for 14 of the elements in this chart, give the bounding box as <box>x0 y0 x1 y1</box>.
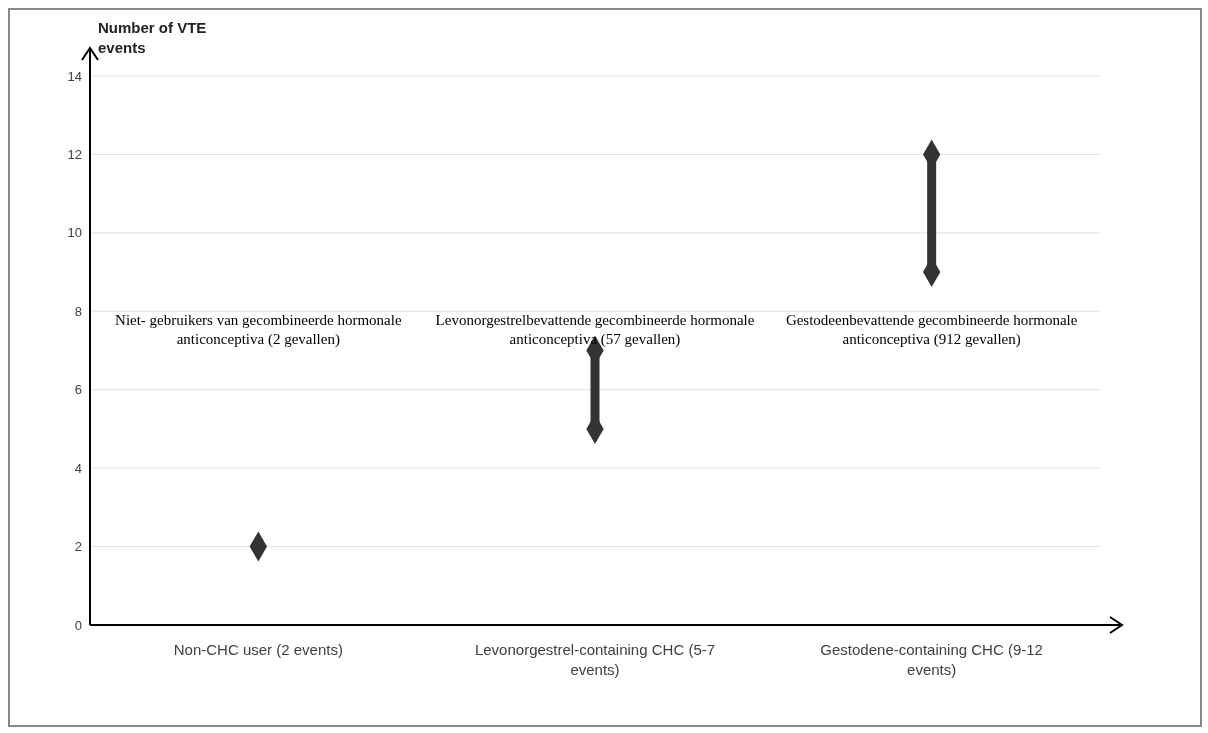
x-tick-label: Levonorgestrel-containing CHC (5-7 events) <box>474 641 716 678</box>
x-tick-label: Gestodene-containing CHC (9-12 events) <box>820 641 1043 678</box>
annotation: Niet- gebruikers van gecombineerde hormonale anticonceptiva (2 gevallen) <box>114 311 403 350</box>
y-tick-label: 14 <box>67 68 82 84</box>
y-tick-label: 6 <box>74 382 82 398</box>
y-tick-label: 8 <box>74 303 82 319</box>
x-tick-label: Non-CHC user (2 events) <box>173 641 343 658</box>
y-tick-label: 4 <box>74 460 82 476</box>
y-tick-label: 10 <box>67 225 82 241</box>
y-tick-label: 0 <box>74 617 82 633</box>
y-tick-label: 12 <box>67 147 82 163</box>
y-tick-label: 2 <box>74 539 82 555</box>
y-axis-title: Number of VTE events <box>98 18 208 58</box>
annotation: Gestodeenbevattende gecombineerde hormonale anticonceptiva (912 gevallen) <box>784 311 1079 350</box>
